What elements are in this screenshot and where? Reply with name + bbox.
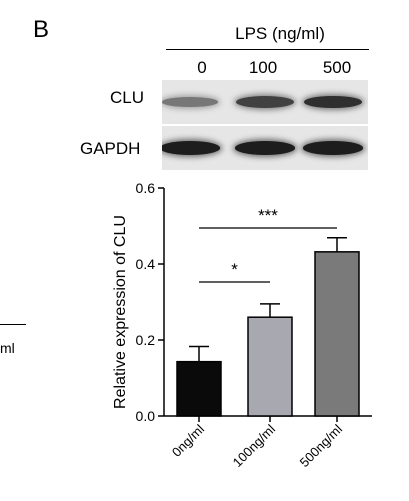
blot-header-line [166,49,369,50]
blot-row-label-gapdh: GAPDH [80,139,141,158]
y-axis-label: Relative expression of CLU [112,215,129,409]
lane-label-0: 0 [197,58,207,77]
x-tick-label: 0ng/ml [169,421,207,459]
panel-label: B [33,16,50,43]
y-tick-label: 0.2 [136,332,156,348]
blot-row-label-clu: CLU [110,88,145,107]
blot-band [162,97,218,107]
bar [247,316,293,417]
x-tick-label: 500ng/ml [297,421,346,470]
y-tick-label: 0.0 [136,408,156,424]
y-tick-label: 0.4 [136,256,156,272]
x-tick-label: 100ng/ml [230,421,279,470]
blot-band [236,96,294,108]
blot-treatment-header: LPS (ng/ml) [235,24,325,43]
lane-label-100: 100 [248,58,278,77]
blot-band [303,95,363,109]
y-tick-label: 0.6 [136,180,156,196]
significance-label: *** [258,206,278,225]
lane-label-500: 500 [322,58,352,77]
blot-band [303,141,363,155]
significance-label: * [231,260,238,279]
bar [176,360,222,417]
left-panel-fragment-text: ml [0,340,15,356]
blot-band [162,141,220,155]
blot-strip-gapdh [162,126,368,170]
blot-strip-clu [162,80,368,124]
left-panel-fragment-line [0,324,26,325]
blot-band [235,141,295,155]
bar [314,251,360,417]
